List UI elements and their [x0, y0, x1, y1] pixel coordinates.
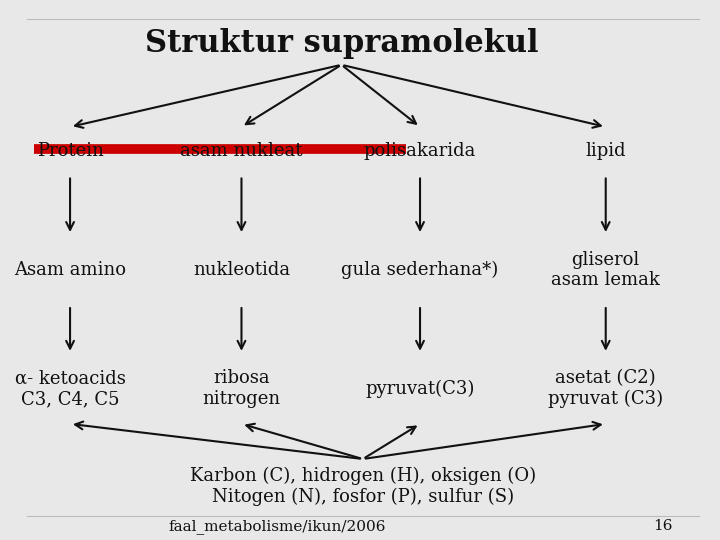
Text: Struktur supramolekul: Struktur supramolekul: [145, 28, 539, 59]
Text: pyruvat(C3): pyruvat(C3): [365, 380, 474, 398]
Text: gula sederhana*): gula sederhana*): [341, 261, 499, 279]
Text: lipid: lipid: [585, 142, 626, 160]
Text: Protein: Protein: [37, 142, 104, 160]
Text: asetat (C2)
pyruvat (C3): asetat (C2) pyruvat (C3): [548, 369, 663, 408]
Text: faal_metabolisme/ikun/2006: faal_metabolisme/ikun/2006: [168, 519, 386, 534]
Text: ribosa
nitrogen: ribosa nitrogen: [202, 369, 281, 408]
Text: polisakarida: polisakarida: [364, 142, 476, 160]
Text: asam nukleat: asam nukleat: [180, 142, 302, 160]
Text: 16: 16: [653, 519, 672, 534]
Text: Karbon (C), hidrogen (H), oksigen (O)
Nitogen (N), fosfor (P), sulfur (S): Karbon (C), hidrogen (H), oksigen (O) Ni…: [190, 467, 536, 505]
Text: gliserol
asam lemak: gliserol asam lemak: [552, 251, 660, 289]
Text: Asam amino: Asam amino: [14, 261, 126, 279]
Text: nukleotida: nukleotida: [193, 261, 290, 279]
Text: α- ketoacids
C3, C4, C5: α- ketoacids C3, C4, C5: [14, 369, 125, 408]
